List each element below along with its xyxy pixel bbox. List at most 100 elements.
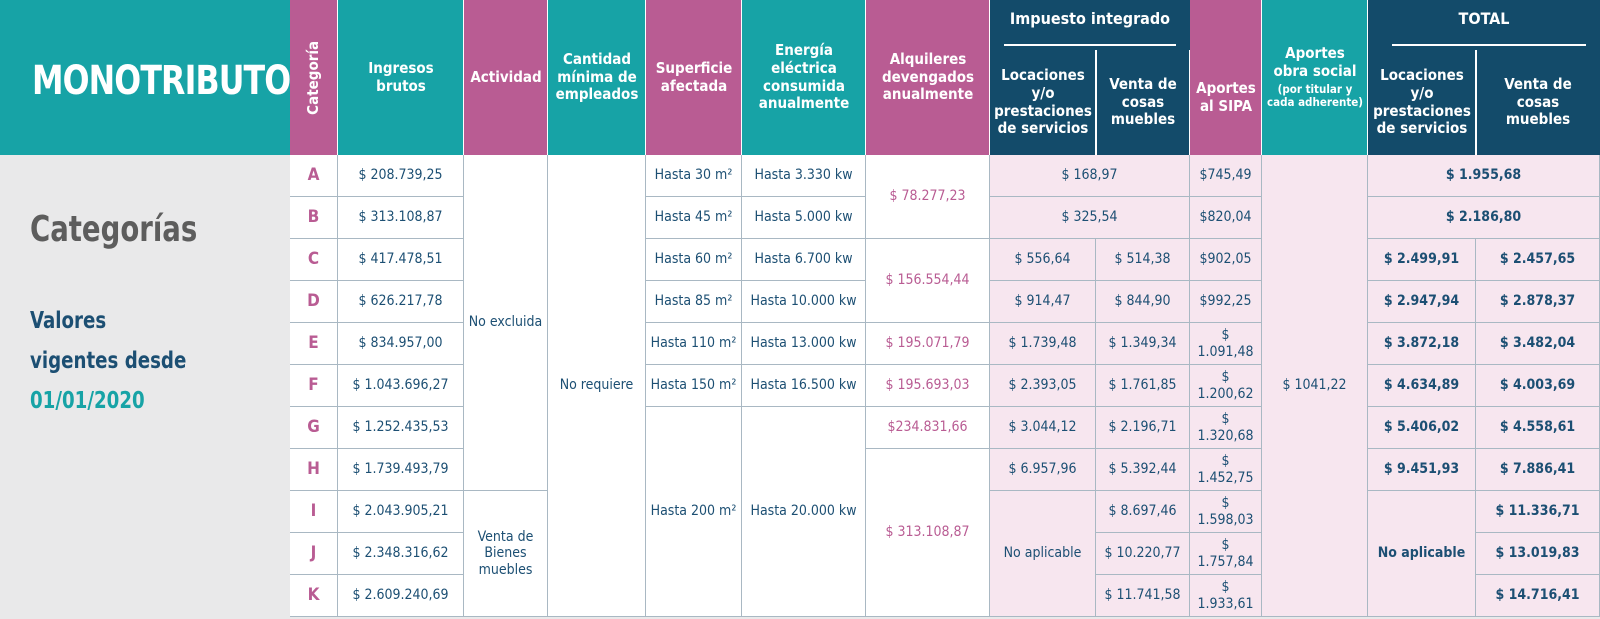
energia-cell: Hasta 5.000 kw	[742, 197, 866, 239]
alquileres-f: $ 195.693,03	[866, 365, 990, 407]
category-letter: H	[290, 449, 338, 491]
alquileres-cd: $ 156.554,44	[866, 239, 990, 323]
total-venta-cell: $ 2.878,37	[1476, 281, 1600, 323]
total-underline	[1392, 44, 1586, 46]
superficie-cell: Hasta 60 m²	[646, 239, 742, 281]
impuesto-no-aplicable: No aplicable	[990, 491, 1096, 617]
alquileres-ab: $ 78.277,23	[866, 155, 990, 239]
total-locaciones-cell: $ 5.406,02	[1368, 407, 1476, 449]
sipa-cell: $992,25	[1190, 281, 1262, 323]
superficie-cell: Hasta 150 m²	[646, 365, 742, 407]
impuesto-venta-cell: $ 10.220,77	[1096, 533, 1190, 575]
energia-hasta-20000: Hasta 20.000 kw	[742, 407, 866, 617]
ingresos-cell: $ 313.108,87	[338, 197, 464, 239]
total-locaciones-cell: $ 9.451,93	[1368, 449, 1476, 491]
total-locaciones-cell: $ 2.947,94	[1368, 281, 1476, 323]
superficie-hasta-200: Hasta 200 m²	[646, 407, 742, 617]
impuesto-venta-cell: $ 5.392,44	[1096, 449, 1190, 491]
ingresos-cell: $ 1.252.435,53	[338, 407, 464, 449]
validity-line-2: vigentes desde	[30, 348, 187, 374]
impuesto-a: $ 168,97	[990, 155, 1190, 197]
impuesto-locaciones-cell: $ 6.957,96	[990, 449, 1096, 491]
total-venta-cell: $ 14.716,41	[1476, 575, 1600, 617]
sipa-cell: $ 1.091,48	[1190, 323, 1262, 365]
impuesto-b: $ 325,54	[990, 197, 1190, 239]
category-letter: F	[290, 365, 338, 407]
header-impuesto-venta: Venta de cosas muebles	[1096, 50, 1190, 155]
ingresos-cell: $ 2.043.905,21	[338, 491, 464, 533]
header-impuesto: Impuesto integrado	[1009, 9, 1171, 28]
header-total-venta: Venta de cosas muebles	[1476, 50, 1600, 155]
superficie-cell: Hasta 85 m²	[646, 281, 742, 323]
ingresos-cell: $ 417.478,51	[338, 239, 464, 281]
impuesto-venta-cell: $ 11.741,58	[1096, 575, 1190, 617]
energia-cell: Hasta 3.330 kw	[742, 155, 866, 197]
alquileres-e: $ 195.071,79	[866, 323, 990, 365]
superficie-cell: Hasta 30 m²	[646, 155, 742, 197]
header-total: TOTAL	[1458, 9, 1510, 28]
validity-note: Valores vigentes desde 01/01/2020	[30, 301, 186, 421]
sipa-cell: $745,49	[1190, 155, 1262, 197]
total-venta-cell: $ 7.886,41	[1476, 449, 1600, 491]
validity-line-1: Valores	[30, 308, 107, 334]
category-letter: C	[290, 239, 338, 281]
superficie-cell: Hasta 45 m²	[646, 197, 742, 239]
total-venta-cell: $ 3.482,04	[1476, 323, 1600, 365]
category-letter: I	[290, 491, 338, 533]
total-locaciones-cell: $ 4.634,89	[1368, 365, 1476, 407]
sipa-cell: $ 1.933,61	[1190, 575, 1262, 617]
ingresos-cell: $ 1.739.493,79	[338, 449, 464, 491]
sipa-cell: $ 1.452,75	[1190, 449, 1262, 491]
sipa-cell: $902,05	[1190, 239, 1262, 281]
header-ingresos: Ingresos brutos	[338, 0, 464, 155]
superficie-cell: Hasta 110 m²	[646, 323, 742, 365]
ingresos-cell: $ 626.217,78	[338, 281, 464, 323]
header-obra-social: Aportes obra social	[1273, 44, 1357, 80]
categories-title: Categorías	[30, 209, 198, 250]
impuesto-venta-cell: $ 8.697,46	[1096, 491, 1190, 533]
sidebar: Categorías Valores vigentes desde 01/01/…	[0, 155, 290, 619]
category-letter: J	[290, 533, 338, 575]
ingresos-cell: $ 2.348.316,62	[338, 533, 464, 575]
total-venta-cell: $ 13.019,83	[1476, 533, 1600, 575]
ingresos-cell: $ 208.739,25	[338, 155, 464, 197]
impuesto-venta-cell: $ 514,38	[1096, 239, 1190, 281]
sipa-cell: $ 1.598,03	[1190, 491, 1262, 533]
total-locaciones-cell: $ 3.872,18	[1368, 323, 1476, 365]
total-a: $ 1.955,68	[1368, 155, 1600, 197]
total-venta-cell: $ 11.336,71	[1476, 491, 1600, 533]
total-venta-cell: $ 4.558,61	[1476, 407, 1600, 449]
sipa-cell: $ 1.757,84	[1190, 533, 1262, 575]
actividad-venta-bienes: Venta de Bienes muebles	[464, 491, 548, 617]
header-impuesto-locaciones: Locaciones y/o prestaciones de servicios	[990, 50, 1096, 155]
alquileres-hk: $ 313.108,87	[866, 449, 990, 617]
category-letter: D	[290, 281, 338, 323]
header-empleados: Cantidad mínima de empleados	[548, 0, 646, 155]
impuesto-locaciones-cell: $ 1.739,48	[990, 323, 1096, 365]
category-letter: K	[290, 575, 338, 617]
header-actividad: Actividad	[464, 0, 548, 155]
total-venta-cell: $ 2.457,65	[1476, 239, 1600, 281]
impuesto-venta-cell: $ 1.761,85	[1096, 365, 1190, 407]
header-energia: Energía eléctrica consumida anualmente	[742, 0, 866, 155]
brand-header: MONOTRIBUTO	[0, 0, 291, 155]
header-alquileres: Alquileres devengados anualmente	[866, 0, 990, 155]
empleados-no-requiere: No requiere	[548, 155, 646, 617]
energia-cell: Hasta 16.500 kw	[742, 365, 866, 407]
impuesto-locaciones-cell: $ 2.393,05	[990, 365, 1096, 407]
header-superficie: Superficie afectada	[646, 0, 742, 155]
impuesto-underline	[1004, 44, 1176, 46]
categories-table: Categoría Ingresos brutos Actividad Cant…	[290, 0, 1600, 619]
impuesto-venta-cell: $ 844,90	[1096, 281, 1190, 323]
ingresos-cell: $ 834.957,00	[338, 323, 464, 365]
impuesto-venta-cell: $ 1.349,34	[1096, 323, 1190, 365]
energia-cell: Hasta 10.000 kw	[742, 281, 866, 323]
validity-date: 01/01/2020	[30, 388, 145, 414]
header-total-locaciones: Locaciones y/o prestaciones de servicios	[1368, 50, 1476, 155]
total-venta-cell: $ 4.003,69	[1476, 365, 1600, 407]
header-sipa: Aportes al SIPA	[1190, 0, 1262, 155]
energia-cell: Hasta 6.700 kw	[742, 239, 866, 281]
sipa-cell: $ 1.200,62	[1190, 365, 1262, 407]
energia-cell: Hasta 13.000 kw	[742, 323, 866, 365]
